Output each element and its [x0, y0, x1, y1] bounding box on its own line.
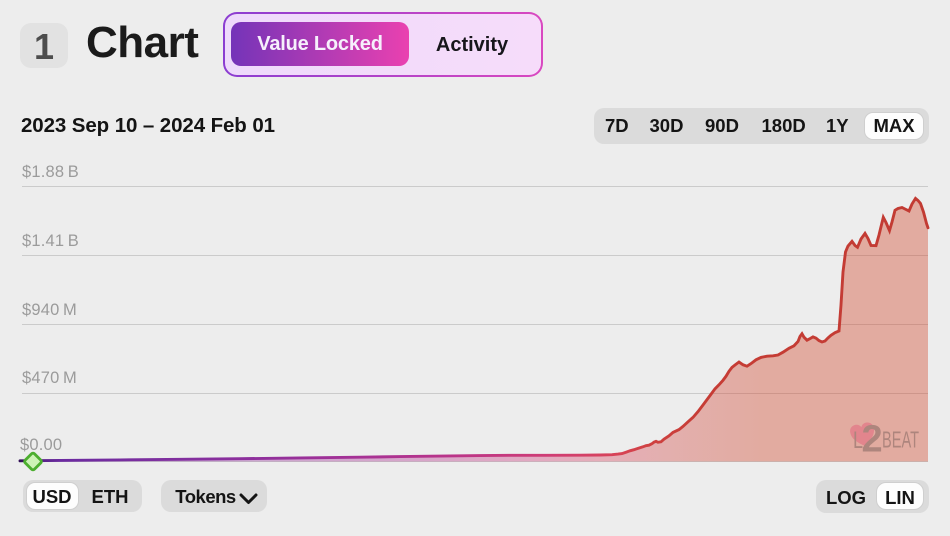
svg-text:BEAT: BEAT — [882, 426, 919, 452]
svg-text:2: 2 — [862, 419, 883, 461]
svg-text:L: L — [853, 427, 863, 454]
